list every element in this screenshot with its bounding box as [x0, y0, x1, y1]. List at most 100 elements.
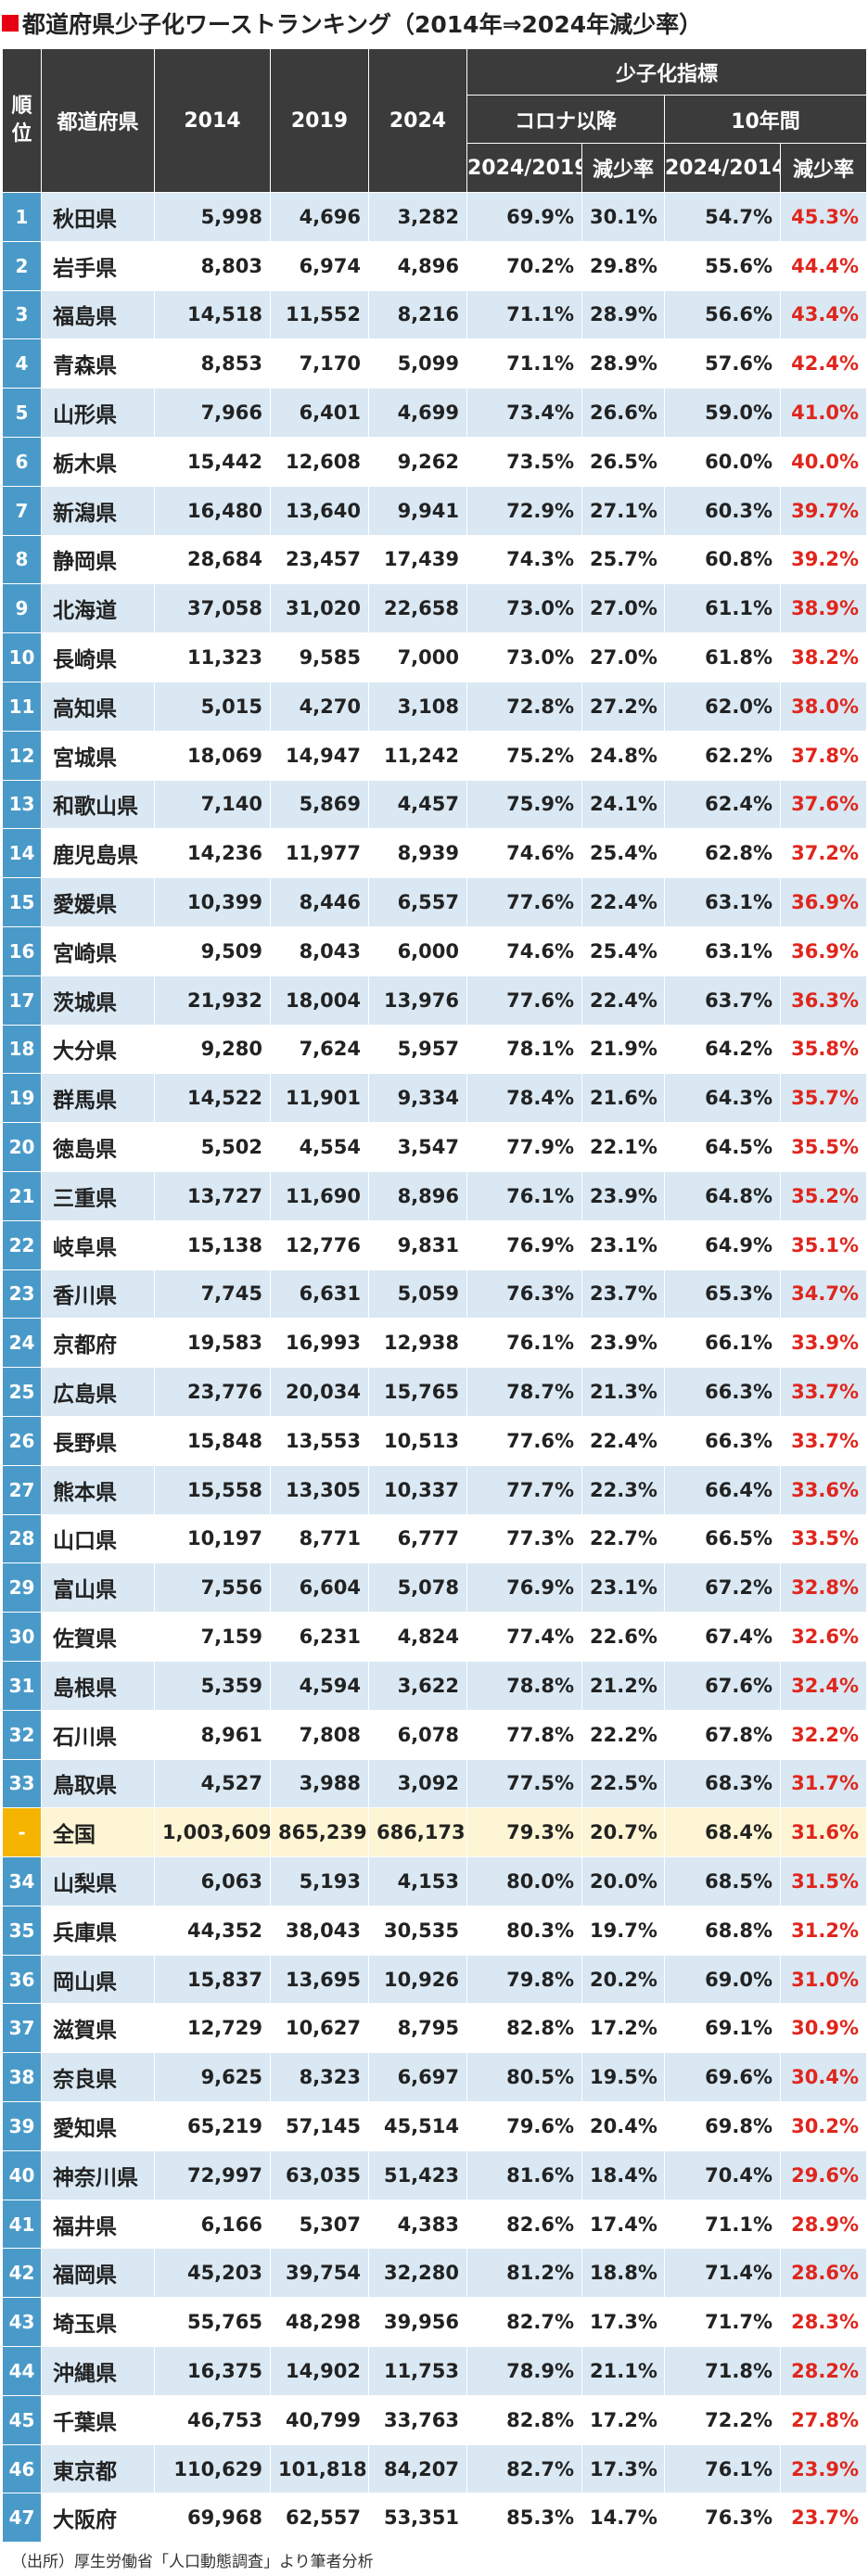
- rank-cell: 32: [2, 1709, 42, 1760]
- table-row: 7 新潟県 16,480 13,640 9,941 72.9% 27.1% 60.3% 39.7…: [2, 485, 868, 536]
- births-2014-cell: 45,203: [154, 2248, 271, 2299]
- births-2019-cell: 9,585: [270, 632, 369, 682]
- ratio-2024-2014-cell: 64.9%: [664, 1219, 781, 1270]
- births-2014-cell: 23,776: [154, 1367, 271, 1417]
- births-2024-cell: 5,059: [368, 1269, 467, 1320]
- births-2014-cell: 5,359: [154, 1660, 271, 1711]
- rank-cell: 11: [2, 681, 42, 732]
- births-2019-cell: 8,043: [270, 925, 369, 976]
- rank-cell: 21: [2, 1170, 42, 1221]
- rank-cell: 28: [2, 1513, 42, 1564]
- ratio-2024-2014-cell: 71.7%: [664, 2297, 781, 2348]
- births-2019-cell: 38,043: [270, 1905, 369, 1956]
- table-row: 18 大分県 9,280 7,624 5,957 78.1% 21.9% 64.2% 35.8%: [2, 1024, 868, 1075]
- header-ratio-2024-2019: 2024/2019: [466, 143, 582, 193]
- births-2014-cell: 7,159: [154, 1612, 271, 1662]
- ratio-2024-2019-cell: 76.1%: [466, 1318, 582, 1369]
- decline-rate-covid-cell: 14.7%: [581, 2493, 665, 2544]
- ratio-2024-2019-cell: 82.7%: [466, 2297, 582, 2348]
- decline-rate-10y-cell: 30.2%: [779, 2101, 868, 2151]
- ratio-2024-2019-cell: 76.1%: [466, 1170, 582, 1221]
- ratio-2024-2019-cell: 73.0%: [466, 632, 582, 682]
- ratio-2024-2019-cell: 82.8%: [466, 2003, 582, 2054]
- births-2019-cell: 39,754: [270, 2248, 369, 2299]
- ratio-2024-2014-cell: 60.3%: [664, 485, 781, 536]
- births-2024-cell: 30,535: [368, 1905, 467, 1956]
- rank-cell: 3: [2, 289, 42, 340]
- births-2019-cell: 23,457: [270, 534, 369, 585]
- births-2014-cell: 14,236: [154, 828, 271, 879]
- ratio-2024-2014-cell: 66.5%: [664, 1513, 781, 1564]
- table-row: 46 東京都 110,629 101,818 84,207 82.7% 17.3% 76.1%…: [2, 2443, 868, 2494]
- ratio-2024-2019-cell: 69.9%: [466, 192, 582, 242]
- prefecture-cell: 福島県: [41, 289, 155, 340]
- births-2019-cell: 13,695: [270, 1954, 369, 2005]
- ratio-2024-2014-cell: 69.8%: [664, 2101, 781, 2151]
- decline-rate-covid-cell: 17.4%: [581, 2199, 665, 2250]
- prefecture-cell: 群馬県: [41, 1073, 155, 1124]
- ratio-2024-2014-cell: 70.4%: [664, 2149, 781, 2200]
- ratio-2024-2019-cell: 75.2%: [466, 730, 582, 781]
- births-2014-cell: 72,997: [154, 2149, 271, 2200]
- ratio-2024-2019-cell: 77.3%: [466, 1513, 582, 1564]
- births-2019-cell: 6,974: [270, 240, 369, 291]
- births-2014-cell: 7,140: [154, 779, 271, 830]
- births-2019-cell: 10,627: [270, 2003, 369, 2054]
- ratio-2024-2014-cell: 64.3%: [664, 1073, 781, 1124]
- rank-cell: 27: [2, 1464, 42, 1515]
- ratio-2024-2014-cell: 61.8%: [664, 632, 781, 682]
- births-2024-cell: 5,099: [368, 338, 467, 389]
- births-2024-cell: 686,173: [368, 1807, 467, 1858]
- births-2019-cell: 13,305: [270, 1464, 369, 1515]
- prefecture-cell: 奈良県: [41, 2052, 155, 2103]
- table-row: 43 埼玉県 55,765 48,298 39,956 82.7% 17.3% 71.7% 28…: [2, 2297, 868, 2348]
- births-2024-cell: 22,658: [368, 583, 467, 634]
- prefecture-cell: 岡山県: [41, 1954, 155, 2005]
- prefecture-cell: 山梨県: [41, 1856, 155, 1906]
- decline-rate-10y-cell: 23.7%: [779, 2493, 868, 2544]
- rank-cell: 20: [2, 1122, 42, 1172]
- ratio-2024-2014-cell: 71.8%: [664, 2346, 781, 2396]
- header-covid-group: コロナ以降: [466, 95, 665, 144]
- births-2019-cell: 5,869: [270, 779, 369, 830]
- decline-rate-10y-cell: 38.2%: [779, 632, 868, 682]
- prefecture-cell: 千葉県: [41, 2394, 155, 2445]
- decline-rate-10y-cell: 31.0%: [779, 1954, 868, 2005]
- prefecture-cell: 静岡県: [41, 534, 155, 585]
- births-2014-cell: 15,848: [154, 1415, 271, 1466]
- table-row: 15 愛媛県 10,399 8,446 6,557 77.6% 22.4% 63.1% 36.9…: [2, 877, 868, 927]
- title-text: 都道府県少子化ワーストランキング（2014年⇒2024年減少率）: [22, 11, 703, 38]
- births-2014-cell: 69,968: [154, 2493, 271, 2544]
- ratio-2024-2019-cell: 72.9%: [466, 485, 582, 536]
- prefecture-cell: 鹿児島県: [41, 828, 155, 879]
- table-row: 41 福井県 6,166 5,307 4,383 82.6% 17.4% 71.1% 28.9%: [2, 2199, 868, 2250]
- births-2024-cell: 8,896: [368, 1170, 467, 1221]
- header-ten-year-group: 10年間: [663, 95, 868, 144]
- births-2014-cell: 1,003,609: [154, 1807, 271, 1858]
- ratio-2024-2014-cell: 62.0%: [664, 681, 781, 732]
- ratio-2024-2019-cell: 77.6%: [466, 975, 582, 1026]
- rank-cell: 19: [2, 1073, 42, 1124]
- decline-rate-10y-cell: 36.3%: [779, 975, 868, 1026]
- births-2014-cell: 110,629: [154, 2443, 271, 2494]
- ratio-2024-2014-cell: 66.3%: [664, 1415, 781, 1466]
- prefecture-cell: 北海道: [41, 583, 155, 634]
- births-2019-cell: 7,624: [270, 1024, 369, 1075]
- births-2019-cell: 40,799: [270, 2394, 369, 2445]
- rank-cell: 14: [2, 828, 42, 879]
- prefecture-cell: 東京都: [41, 2443, 155, 2494]
- decline-rate-covid-cell: 24.8%: [581, 730, 665, 781]
- ratio-2024-2019-cell: 76.9%: [466, 1219, 582, 1270]
- ratio-2024-2019-cell: 77.5%: [466, 1758, 582, 1809]
- decline-rate-10y-cell: 28.3%: [779, 2297, 868, 2348]
- header-rank-label: 順位: [11, 95, 32, 146]
- births-2019-cell: 57,145: [270, 2101, 369, 2151]
- decline-rate-10y-cell: 35.7%: [779, 1073, 868, 1124]
- prefecture-cell: 徳島県: [41, 1122, 155, 1172]
- ranking-table: 順位 都道府県 2014 2019 2024 少子化指標 コロナ以降 10年間 …: [2, 48, 868, 2544]
- table-row: 47 大阪府 69,968 62,557 53,351 85.3% 14.7% 76.3% 23…: [2, 2493, 868, 2544]
- births-2024-cell: 6,777: [368, 1513, 467, 1564]
- table-row: 5 山形県 7,966 6,401 4,699 73.4% 26.6% 59.0% 41.0%: [2, 388, 868, 438]
- births-2024-cell: 3,092: [368, 1758, 467, 1809]
- decline-rate-covid-cell: 27.1%: [581, 485, 665, 536]
